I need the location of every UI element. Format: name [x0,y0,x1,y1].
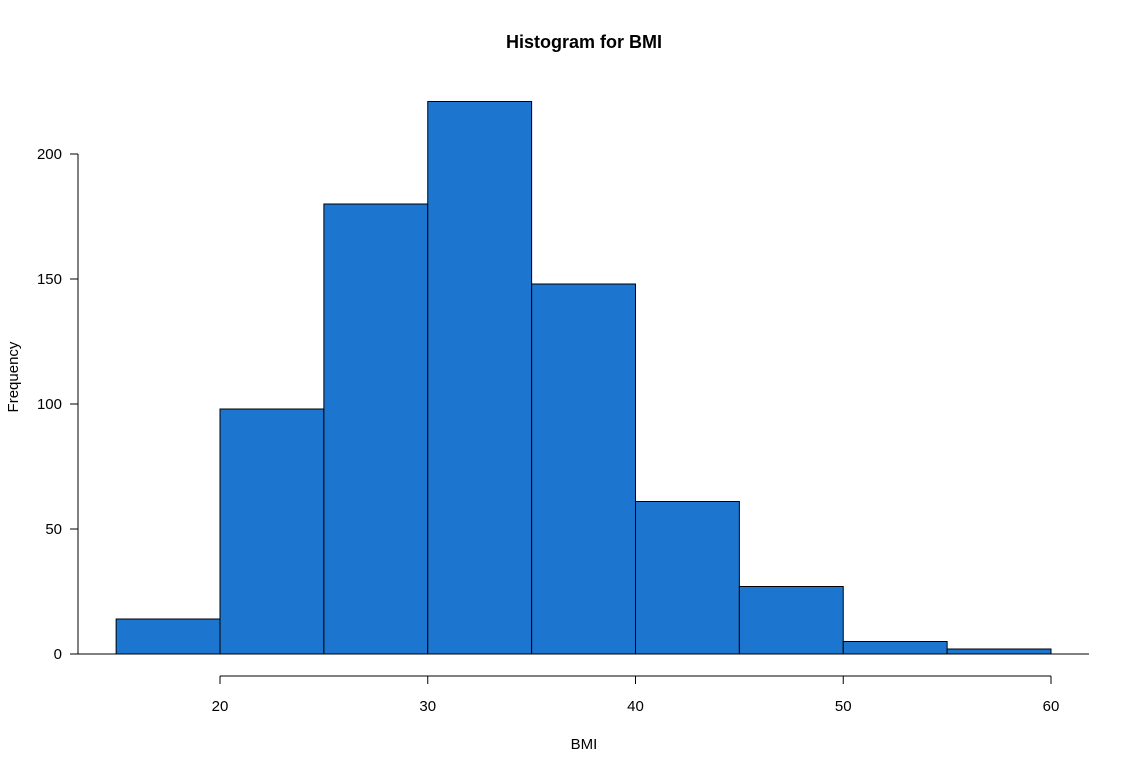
x-tick-label: 40 [627,698,644,715]
histogram-bar [115,618,221,655]
histogram-bar [219,408,325,655]
histogram-bar [946,648,1052,655]
histogram-bar [531,283,636,655]
x-tick-label: 20 [212,698,229,715]
histogram-bar [635,501,740,655]
x-tick-label: 50 [835,698,852,715]
x-axis: 20 30 40 50 60 [212,675,1060,715]
y-tick-label: 150 [37,271,62,288]
y-tick-label: 100 [37,396,62,413]
y-axis-label: Frequency [5,341,22,412]
histogram-bar [738,586,844,655]
x-tick-label: 60 [1043,698,1060,715]
y-tick-label: 50 [45,521,62,538]
x-tick-label: 30 [419,698,436,715]
y-axis: 0 50 100 150 200 [37,146,79,663]
histogram-bar [427,101,533,655]
histogram-bar [842,641,948,655]
x-axis-label: BMI [571,736,598,753]
y-tick-label: 0 [54,646,62,663]
chart-title: Histogram for BMI [506,32,662,52]
bars-group [78,101,1089,655]
histogram-bar [323,203,429,655]
y-tick-label: 200 [37,146,62,163]
